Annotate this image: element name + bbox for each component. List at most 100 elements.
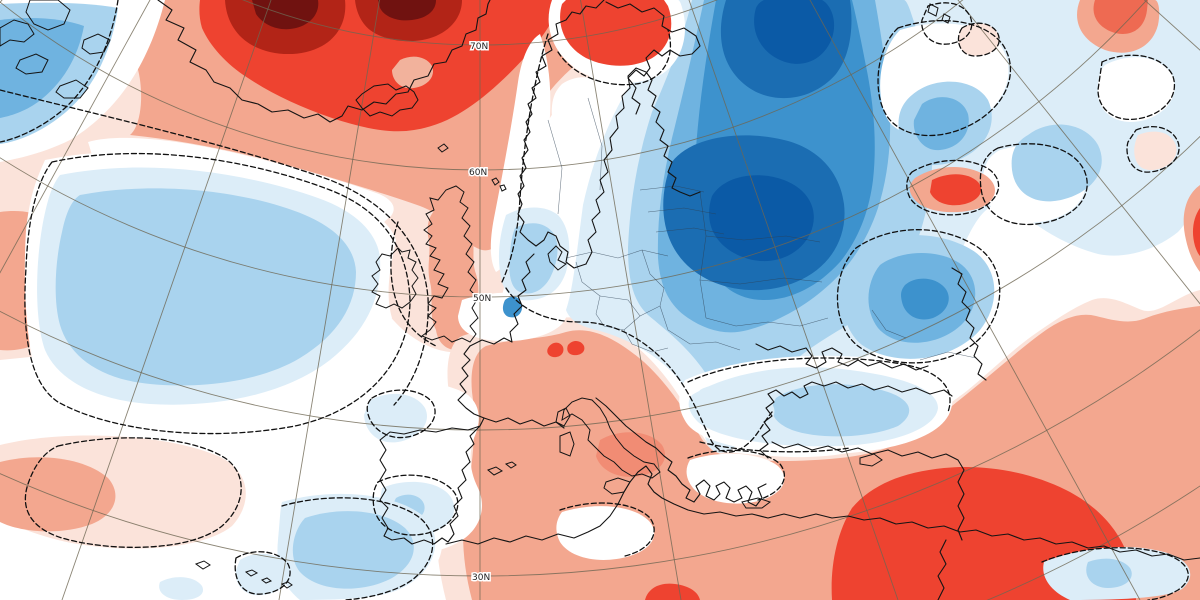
graticule-label-60n: 60N	[469, 168, 487, 178]
warm-spot-right-edge-red	[1192, 208, 1200, 256]
coast-denmark	[547, 245, 567, 271]
coast-canada-island	[81, 33, 111, 55]
warm-spot-right-edge-salmon	[1183, 185, 1200, 272]
coast-lowcountries	[469, 253, 535, 347]
zero-line	[372, 474, 459, 536]
zero-line	[687, 357, 951, 413]
cold-fill-canaries-core	[292, 511, 414, 589]
zero-line	[505, 287, 773, 453]
zero-line	[921, 2, 973, 45]
warm-fill-maroon-east	[378, 0, 436, 21]
zero-line	[390, 221, 437, 347]
zero-line	[687, 449, 785, 501]
white-russia-patch-3	[1097, 57, 1175, 123]
zero-line	[836, 229, 1001, 364]
meridian-e3	[809, 0, 1141, 600]
zero-line	[501, 33, 549, 283]
border-line	[575, 261, 601, 315]
graticule-label-50n: 50N	[473, 294, 491, 304]
coast-adriatic-greece	[595, 397, 767, 507]
white-africa-patch-2	[556, 506, 655, 560]
meridian-w1	[278, 0, 380, 600]
white-norway-strip	[490, 34, 551, 272]
coast-canada-island	[0, 19, 35, 47]
cold-fill-aegean-spot-2	[731, 395, 775, 429]
zero-line	[979, 143, 1088, 226]
zero-line	[1097, 54, 1176, 120]
border-line	[639, 249, 665, 317]
cold-fill-spot-canaries-west	[235, 553, 290, 596]
zero-line	[281, 497, 434, 600]
coast-balearics	[487, 461, 517, 476]
coast-italy	[561, 397, 661, 479]
border-line	[565, 249, 669, 259]
border-line	[871, 309, 907, 339]
cold-fill-russia-darkest	[709, 175, 814, 262]
zero-line	[1041, 547, 1189, 600]
warm-spot-pale-1	[958, 23, 1000, 56]
coast-north-africa	[445, 465, 1200, 561]
warm-spot-alps-2	[567, 340, 585, 356]
warm-fill-iceland-pale-spot	[392, 56, 434, 89]
coast-caspian-west	[951, 267, 987, 381]
warm-spot-finnmark	[560, 0, 672, 66]
coast-ireland	[371, 247, 419, 309]
coast-greenland	[157, 0, 491, 123]
coast-iceland	[355, 83, 419, 117]
cold-fill-topright-patch-core	[913, 97, 969, 151]
white-sweden-spot	[551, 77, 609, 141]
border-line	[547, 119, 563, 215]
cold-fill-spot-bottomleft	[159, 577, 204, 600]
zero-line	[957, 22, 1000, 57]
graticule-label-30n: 30N	[472, 573, 490, 583]
coast-jan-mayen	[437, 143, 449, 153]
border-line	[639, 185, 705, 193]
zero-line	[1126, 126, 1180, 173]
coast-canary-madeira	[194, 560, 293, 589]
cold-fill-bottomright-core	[1086, 558, 1132, 588]
coast-arctic-kola	[605, 1, 701, 115]
zero-line	[906, 159, 1000, 216]
cold-fill-caucasus-core	[901, 278, 949, 320]
border-line	[705, 317, 829, 327]
coast-riviera	[483, 417, 565, 429]
border-line	[659, 305, 741, 351]
zero-line	[877, 19, 1012, 137]
warm-spot-pale-2	[1134, 131, 1177, 170]
zero-line	[24, 152, 411, 435]
coast-sardinia	[559, 431, 575, 457]
meridian-e1	[580, 0, 682, 600]
coast-canada-island	[15, 53, 49, 75]
zero-line	[699, 441, 851, 453]
coast-canada-island	[55, 79, 89, 99]
meridian-e2	[688, 0, 899, 600]
border-line	[699, 191, 707, 319]
coast-arctic-islands	[927, 3, 951, 24]
cold-fill-aegean-spot-1	[697, 385, 731, 413]
cold-fill-atlantic-core	[55, 188, 356, 386]
coast-baltic-sweden-finland	[585, 67, 701, 265]
border-line	[623, 329, 669, 353]
coast-britain	[420, 185, 479, 343]
zero-line	[366, 389, 436, 439]
coast-canada-island	[25, 0, 71, 31]
cold-fill-northsea-core	[509, 223, 558, 294]
coast-turkey-south-levant	[771, 441, 965, 541]
border-line	[655, 227, 725, 235]
coast-aegean-marmara	[759, 381, 953, 459]
white-africa-patch-1	[686, 453, 785, 504]
border-line	[647, 207, 717, 215]
coast-cyprus	[859, 453, 883, 467]
cold-fill-corner-core	[0, 18, 84, 118]
warm-spot-bottom-sliver	[645, 583, 700, 600]
zero-line	[0, 89, 429, 406]
zero-line	[0, 0, 119, 143]
coast-crete	[741, 497, 772, 509]
border-line	[705, 235, 821, 243]
warm-spot-alps-1	[547, 342, 564, 358]
